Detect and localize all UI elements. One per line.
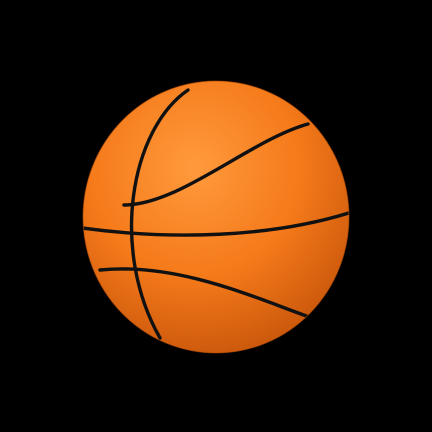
ball-seams [83, 88, 349, 340]
lower-curve-seam [98, 267, 314, 320]
left-vertical-seam [129, 88, 190, 340]
ball-outline [82, 80, 350, 354]
ball-body [83, 81, 349, 353]
upper-curve-seam [122, 122, 310, 207]
horizontal-seam [83, 210, 349, 237]
